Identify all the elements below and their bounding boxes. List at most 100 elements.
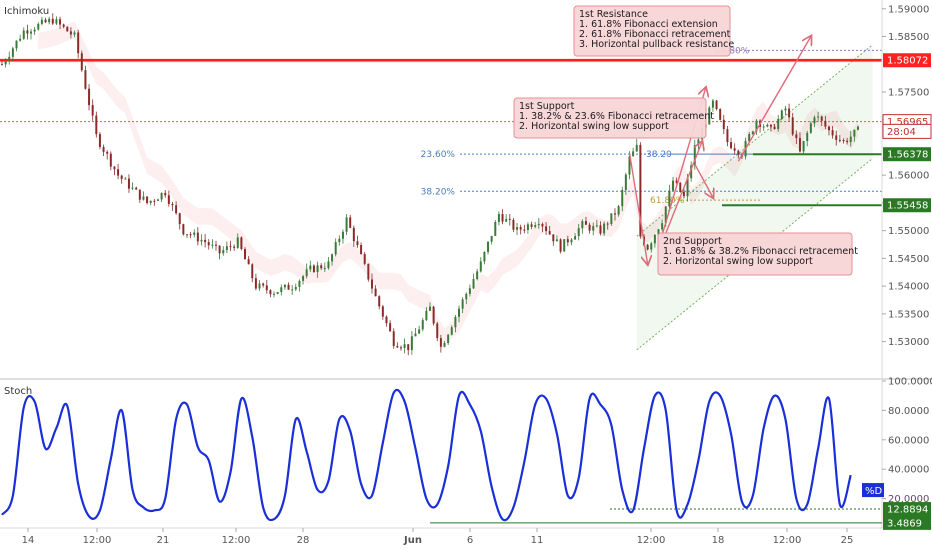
fib-label: 61.80% [715, 46, 750, 56]
candle-body [15, 40, 18, 49]
candle-body [563, 239, 566, 252]
candle-body [581, 221, 584, 229]
candle-body [418, 329, 421, 334]
candle-body [189, 234, 192, 236]
candle-body [88, 88, 91, 106]
candle-body [229, 246, 232, 248]
trend-arrows [628, 37, 811, 264]
price-tick-label: 1.53500 [888, 309, 929, 320]
candle-body [817, 116, 820, 118]
candle-body [215, 244, 217, 246]
candle-body [483, 251, 486, 262]
candle-body [171, 203, 174, 206]
candle-body [269, 290, 272, 295]
candle-body [11, 48, 14, 57]
candle-body [802, 141, 805, 152]
candle-body [726, 129, 729, 143]
candle-body [835, 135, 838, 140]
candle-body [773, 126, 776, 130]
candle-body [686, 178, 689, 197]
candle-body [276, 292, 279, 294]
candle-body [225, 246, 228, 251]
candle-body [410, 336, 413, 351]
time-tick-label: 11 [531, 535, 544, 546]
candle-body [77, 32, 80, 54]
candle-body [722, 119, 725, 130]
candle-body [381, 306, 384, 317]
note-box [657, 232, 853, 276]
price-tick-label: 1.59000 [888, 4, 929, 15]
candle-body [628, 156, 631, 175]
candle-body [541, 223, 544, 227]
candle-body [530, 224, 533, 227]
candle-body [120, 175, 123, 179]
price-tick-label: 1.57500 [888, 87, 929, 98]
candle-body [207, 242, 210, 246]
candle-body [378, 296, 381, 307]
note-line: 2. Horizontal swing low support [519, 121, 669, 132]
candle-body [37, 23, 40, 30]
trend-arrow [737, 37, 811, 162]
candle-body [610, 213, 613, 224]
candle-body [439, 338, 442, 347]
fib-label: 61.80% [650, 196, 685, 206]
candle-body [479, 261, 482, 272]
note-box [573, 5, 731, 57]
time-tick-label: 18 [712, 535, 725, 546]
candle-body [403, 344, 406, 349]
candle-body [62, 24, 65, 27]
candle-body [635, 144, 638, 152]
time-tick-label: 12:00 [773, 535, 802, 546]
candle-body [146, 196, 149, 203]
candle-body [795, 134, 798, 139]
candle-body [392, 331, 395, 347]
candle-body [708, 107, 711, 125]
candle-body [715, 100, 718, 110]
candle-body [719, 109, 722, 120]
price-tick-label: 1.53000 [888, 337, 929, 348]
candle-body [69, 31, 72, 35]
candle-body [798, 138, 801, 152]
time-tick-label: 12:00 [222, 535, 251, 546]
candle-body [185, 234, 188, 236]
candle-body [661, 223, 664, 230]
candle-body [505, 218, 508, 222]
candle-body [827, 126, 830, 131]
candle-body [788, 108, 791, 118]
candle-body [33, 29, 36, 32]
candle-body [338, 238, 341, 243]
candle-body [545, 226, 548, 232]
level-tag-label: 28:04 [887, 127, 916, 138]
candle-body [312, 265, 315, 273]
candles [1, 13, 859, 356]
candle-body [26, 30, 29, 34]
candle-body [164, 192, 167, 196]
candle-body [552, 234, 555, 242]
resistance-band [0, 58, 882, 63]
candle-body [592, 226, 595, 231]
candle-body [156, 199, 159, 201]
candle-body [748, 134, 751, 142]
candle-body [559, 239, 562, 252]
candle-body [356, 241, 359, 246]
candle-body [73, 32, 76, 35]
candle-body [824, 120, 827, 127]
candle-body [113, 166, 116, 170]
stoch-series-label: %D [865, 486, 883, 497]
candle-body [302, 276, 305, 281]
candle-body [349, 217, 352, 228]
trend-arrow [694, 163, 713, 197]
stoch-series-tag [862, 483, 884, 498]
candle-body [429, 306, 431, 311]
time-tick-label: 6 [467, 535, 473, 546]
candle-body [131, 187, 134, 189]
fibonacci-lines: 23.60% 38.20% 61.80% 38.20 61.80% [421, 46, 882, 206]
candle-body [853, 129, 856, 137]
candle-body [675, 180, 678, 183]
candle-body [425, 310, 428, 321]
price-tick-label: 1.56000 [888, 171, 929, 182]
candle-body [59, 19, 62, 25]
candle-body [693, 145, 696, 166]
